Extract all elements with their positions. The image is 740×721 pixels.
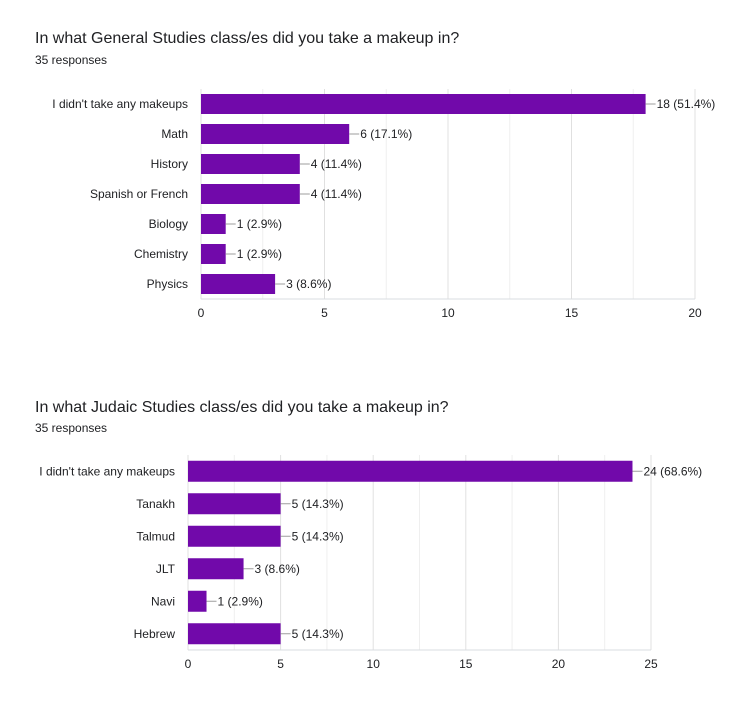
chart-title: In what General Studies class/es did you… [35, 30, 460, 47]
data-label: 6 (17.1%) [360, 127, 412, 141]
x-tick-label: 20 [688, 306, 702, 320]
x-tick-label: 0 [198, 306, 205, 320]
chart-plot-judaic: 0 5 10 15 20 25 I didn't take any makeups 24 (6… [39, 455, 702, 671]
data-label: 4 (11.4%) [311, 187, 362, 201]
bar [188, 525, 281, 547]
bar [201, 244, 226, 264]
data-label: 3 (8.6%) [255, 562, 300, 576]
x-tick-label: 10 [367, 657, 381, 671]
data-label: 24 (68.6%) [643, 464, 702, 478]
data-label: 18 (51.4%) [657, 97, 716, 111]
category-label: Tanakh [136, 497, 175, 511]
category-label: History [151, 157, 188, 171]
category-label: Physics [147, 277, 188, 291]
x-tick-label: 10 [441, 306, 455, 320]
data-label: 1 (2.9%) [237, 247, 282, 261]
bar [188, 590, 207, 612]
bar [188, 558, 244, 580]
x-tick-label: 0 [185, 657, 192, 671]
x-tick-label: 25 [644, 657, 658, 671]
category-label: I didn't take any makeups [39, 464, 175, 478]
category-label: Chemistry [134, 247, 188, 261]
x-tick-label: 20 [552, 657, 566, 671]
bar [201, 274, 276, 294]
chart-plot-general: 0 5 10 15 20 I didn't take any makeups 18 (51.… [52, 89, 716, 320]
bar [188, 493, 281, 515]
bar [201, 94, 646, 114]
bar [201, 214, 226, 234]
data-label: 3 (8.6%) [286, 277, 331, 291]
x-tick-label: 5 [277, 657, 284, 671]
bar [201, 124, 350, 144]
category-label: Spanish or French [90, 187, 188, 201]
bar [188, 460, 633, 482]
category-label: Hebrew [134, 627, 176, 641]
bar [201, 154, 300, 174]
category-label: Navi [151, 594, 175, 608]
category-label: Biology [149, 217, 188, 231]
chart-title: In what Judaic Studies class/es did you … [35, 399, 449, 416]
category-label: I didn't take any makeups [52, 97, 188, 111]
data-label: 5 (14.3%) [292, 529, 344, 543]
category-label: JLT [156, 562, 176, 576]
data-label: 1 (2.9%) [237, 217, 282, 231]
data-label: 4 (11.4%) [311, 157, 362, 171]
category-label: Math [161, 127, 188, 141]
bar [188, 623, 281, 645]
data-label: 5 (14.3%) [292, 627, 344, 641]
x-tick-label: 5 [321, 306, 328, 320]
chart-subtitle: 35 responses [35, 421, 108, 435]
bar [201, 184, 300, 204]
data-label: 1 (2.9%) [218, 594, 263, 608]
x-tick-label: 15 [459, 657, 473, 671]
data-label: 5 (14.3%) [292, 497, 344, 511]
x-tick-label: 15 [565, 306, 579, 320]
chart-subtitle: 35 responses [35, 53, 108, 67]
category-label: Talmud [136, 529, 175, 543]
